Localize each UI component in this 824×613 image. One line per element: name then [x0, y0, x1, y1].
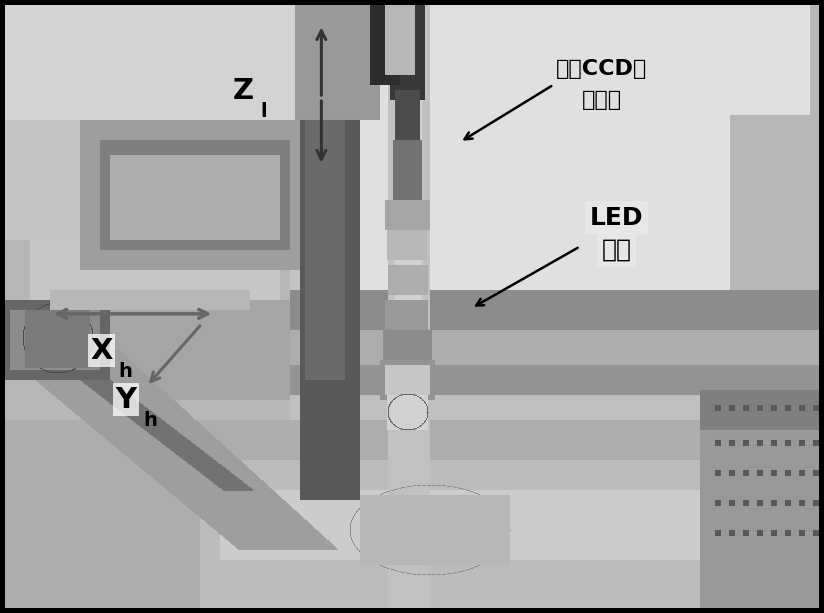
Text: h: h: [119, 362, 133, 381]
Text: X: X: [91, 337, 113, 365]
Text: h: h: [143, 411, 157, 430]
Text: LED: LED: [590, 205, 643, 230]
Text: 检测CCD、: 检测CCD、: [556, 59, 647, 79]
Text: Z: Z: [232, 77, 253, 105]
Text: Y: Y: [115, 386, 136, 414]
Text: 光源: 光源: [602, 237, 631, 262]
Text: 显微镜: 显微镜: [582, 90, 621, 110]
Text: l: l: [260, 102, 267, 121]
